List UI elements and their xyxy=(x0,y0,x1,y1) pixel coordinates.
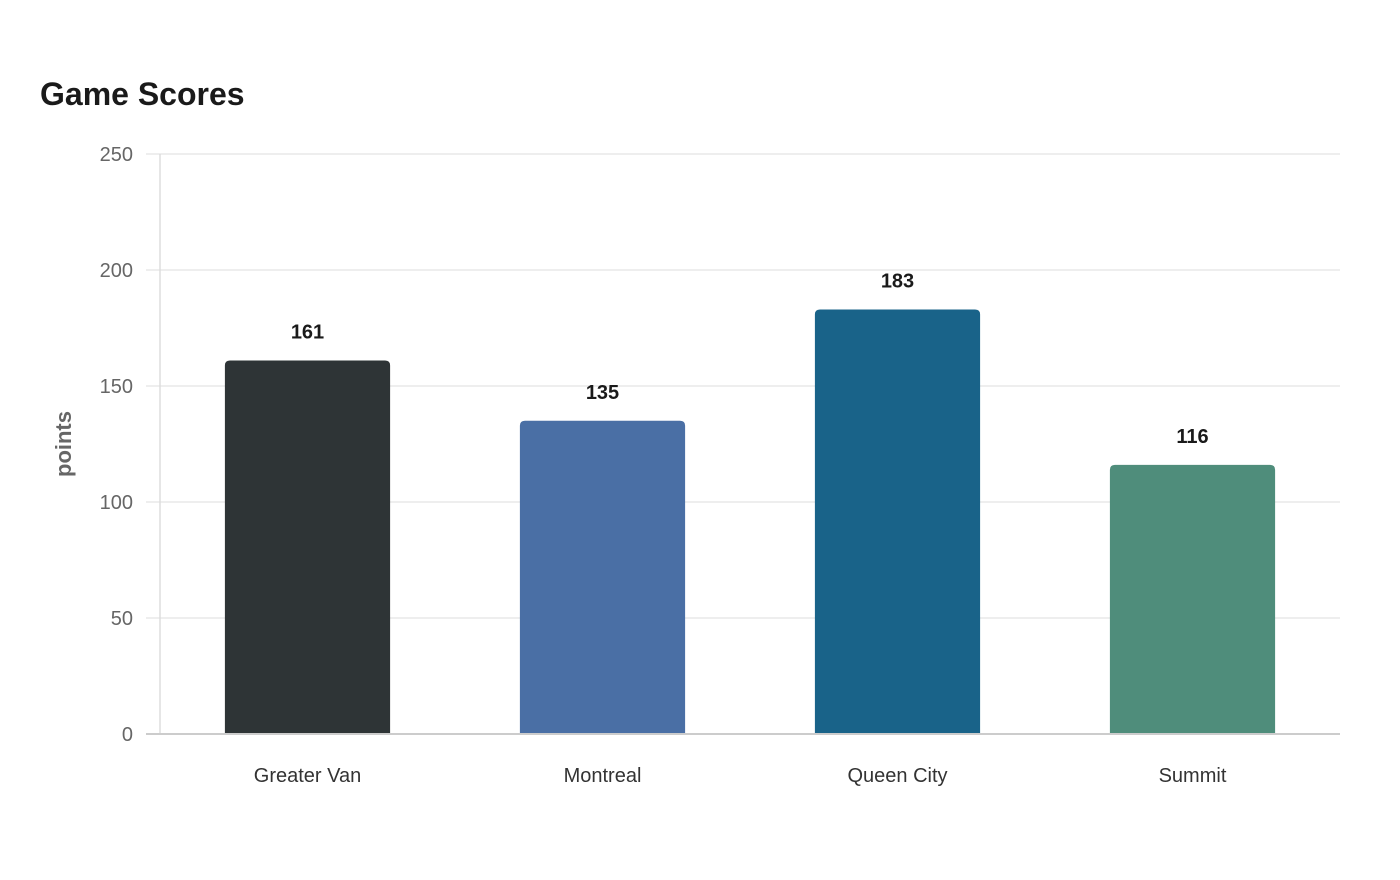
x-tick-labels: Greater Van Montreal Queen City Summit xyxy=(254,765,1227,787)
y-tick-labels: 0 50 100 150 200 250 xyxy=(100,144,133,746)
bar-queen-city xyxy=(814,309,981,733)
bar-summit xyxy=(1109,464,1276,733)
y-tick-label: 100 xyxy=(100,492,133,514)
chart-title: Game Scores xyxy=(40,76,245,112)
y-axis-title: points xyxy=(51,411,76,477)
y-tick-label: 150 xyxy=(100,376,133,398)
x-tick-label: Greater Van xyxy=(254,765,361,787)
y-tick-label: 0 xyxy=(122,724,133,746)
bars xyxy=(224,309,1276,733)
x-tick-label: Montreal xyxy=(564,765,642,787)
bar-montreal xyxy=(519,420,686,733)
y-tick-label: 250 xyxy=(100,144,133,166)
bar-greater-van xyxy=(224,360,391,733)
y-tick-label: 200 xyxy=(100,260,133,282)
y-tick-label: 50 xyxy=(111,608,133,630)
value-label: 161 xyxy=(291,321,324,343)
x-tick-label: Summit xyxy=(1159,765,1227,787)
axes xyxy=(146,153,1340,735)
x-tick-label: Queen City xyxy=(847,765,947,787)
value-label: 116 xyxy=(1176,426,1208,448)
value-label: 135 xyxy=(586,382,619,404)
value-label: 183 xyxy=(881,270,914,292)
value-labels: 161 135 183 116 xyxy=(291,270,1209,447)
